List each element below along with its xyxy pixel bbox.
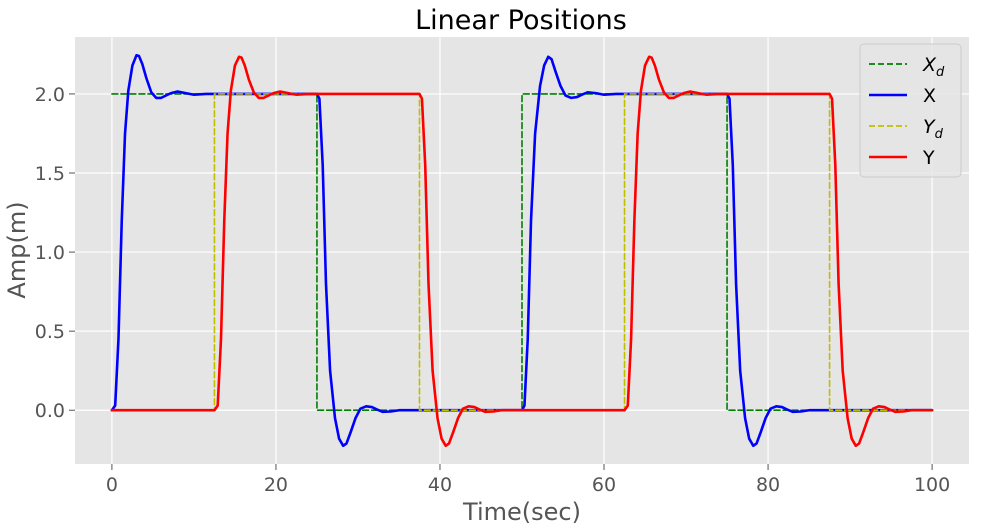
legend: Xd X Yd Y (859, 43, 962, 178)
legend-label: Xd (922, 54, 945, 80)
x-tick-label: 60 (592, 474, 616, 496)
legend-label: Y (922, 147, 935, 169)
y-tick-label: 2.0 (35, 84, 65, 106)
x-tick-label: 100 (914, 474, 950, 496)
x-tick-label: 0 (106, 474, 118, 496)
series-layer (110, 53, 934, 448)
y-tick-label: 0.0 (35, 400, 65, 422)
tick-labels: 0 20 40 60 80 100 0.0 0.5 1.0 1.5 2.0 (35, 84, 950, 496)
series-line-x-d (111, 93, 933, 412)
x-tick-label: 40 (428, 474, 452, 496)
y-tick-label: 1.0 (35, 242, 65, 264)
x-tick-label: 20 (264, 474, 288, 496)
y-tick-label: 1.5 (35, 163, 65, 185)
chart-title: Linear Positions (415, 5, 627, 36)
x-axis-label: Time(sec) (462, 498, 581, 526)
legend-label: X (923, 85, 936, 107)
x-tick-label: 80 (756, 474, 780, 496)
series-line-y-d (111, 93, 933, 412)
legend-box (859, 43, 962, 178)
y-axis-label: Amp(m) (3, 201, 31, 298)
y-tick-label: 0.5 (35, 321, 65, 343)
series-line-y (110, 55, 934, 448)
legend-label: Yd (923, 116, 944, 142)
